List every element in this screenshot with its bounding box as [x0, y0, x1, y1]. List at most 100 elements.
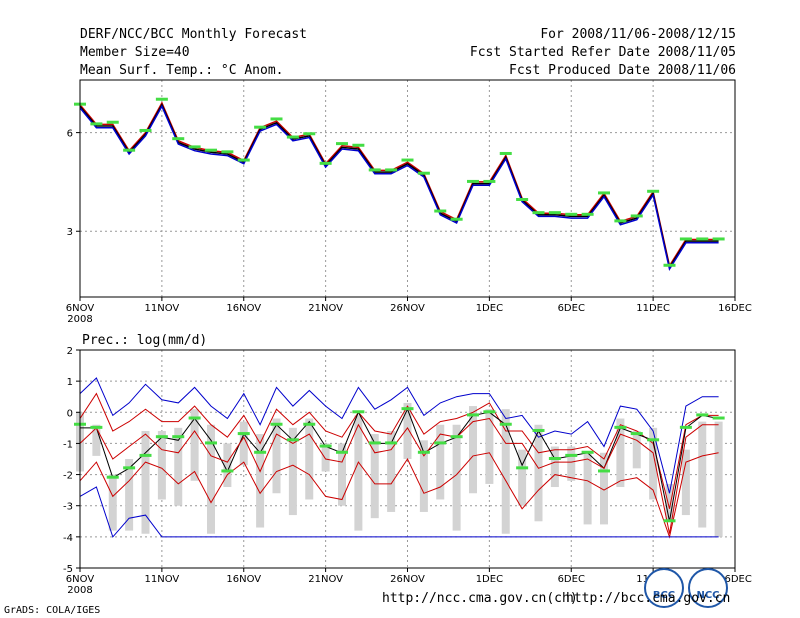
spread-bar — [190, 409, 199, 481]
observation-marker — [123, 466, 136, 470]
observation-marker — [303, 132, 316, 136]
observation-marker — [614, 425, 627, 429]
observation-marker — [352, 410, 365, 414]
grads-credit: GrADS: COLA/IGES — [4, 605, 101, 616]
x-tick-label: 26NOV — [390, 574, 425, 585]
observation-marker — [221, 469, 234, 473]
spread-bar — [714, 421, 723, 537]
spread-bar — [223, 443, 232, 488]
observation-marker — [417, 450, 430, 454]
x-tick-label: 6NOV — [66, 303, 95, 314]
y-tick-label: -4 — [63, 533, 73, 544]
observation-marker — [696, 413, 709, 417]
series-line — [79, 392, 719, 509]
observation-marker — [450, 435, 463, 439]
observation-marker — [385, 168, 398, 172]
observation-marker — [450, 217, 463, 221]
observation-marker — [467, 179, 479, 183]
observation-marker — [221, 150, 234, 154]
spread-bar — [256, 434, 265, 528]
observation-marker — [598, 469, 610, 473]
observation-marker — [532, 211, 545, 215]
observation-marker — [679, 237, 692, 241]
spread-bar — [288, 427, 297, 516]
series-line — [79, 101, 719, 268]
series-line — [79, 452, 719, 539]
observation-marker — [499, 422, 512, 426]
observation-marker — [483, 179, 496, 183]
observation-marker — [237, 158, 250, 162]
observation-marker — [614, 219, 627, 223]
spread-bar — [125, 459, 134, 531]
spread-bar — [419, 440, 428, 512]
observation-marker — [548, 211, 561, 215]
y-tick-label: 1 — [67, 377, 73, 388]
spread-bar — [108, 474, 117, 531]
observation-marker — [401, 158, 414, 162]
spread-bar — [534, 424, 543, 522]
observation-marker — [647, 438, 660, 442]
bcc-url[interactable]: http://bcc.cma.gov.cn — [566, 591, 731, 606]
spread-bar — [174, 427, 183, 506]
observation-marker — [663, 519, 676, 523]
x-tick-label: 1DEC — [476, 574, 503, 585]
x-year-label: 2008 — [67, 314, 92, 325]
observation-marker — [548, 457, 561, 460]
spread-bar — [616, 418, 625, 488]
x-tick-label: 26NOV — [390, 303, 425, 314]
y-tick-label: 3 — [67, 227, 73, 238]
spread-bar — [321, 443, 330, 472]
x-tick-label: 11NOV — [145, 574, 180, 585]
observation-marker — [188, 416, 201, 420]
observation-marker — [270, 117, 283, 121]
variable-label: Mean Surf. Temp.: °C Anom. — [80, 63, 284, 78]
spread-bar — [338, 443, 346, 506]
x-tick-label: 1DEC — [476, 303, 503, 314]
spread-bar — [469, 406, 477, 494]
observation-marker — [205, 148, 217, 152]
spread-bar — [550, 446, 559, 488]
series-line — [79, 103, 719, 270]
observation-marker — [483, 410, 496, 414]
observation-marker — [467, 413, 479, 417]
observation-marker — [155, 435, 168, 439]
x-tick-label: 11DEC — [636, 303, 670, 314]
ncc-logo-icon: NCC — [688, 568, 728, 608]
x-tick-label: 16DEC — [718, 574, 752, 585]
series-line — [79, 417, 719, 534]
spread-bar — [305, 418, 314, 500]
y-tick-label: -5 — [63, 564, 73, 575]
x-tick-label: 6DEC — [558, 574, 585, 585]
x-year-label: 2008 — [67, 585, 92, 596]
x-tick-label: 6DEC — [558, 303, 585, 314]
observation-marker — [630, 432, 643, 436]
observation-marker — [647, 189, 660, 193]
y-tick-label: -2 — [63, 471, 73, 482]
observation-marker — [516, 466, 529, 470]
observation-marker — [368, 168, 381, 172]
bcc-logo-icon: BCC — [644, 568, 684, 608]
x-tick-label: 16DEC — [718, 303, 752, 314]
observation-marker — [336, 450, 348, 454]
observation-marker — [434, 209, 447, 213]
spread-bar — [567, 446, 576, 481]
member-size: Member Size=40 — [80, 45, 190, 60]
observation-marker — [565, 212, 578, 216]
spread-bar — [485, 409, 494, 484]
observation-marker — [303, 422, 316, 426]
ncc-url[interactable]: http://ncc.cma.gov.cn(ch) — [382, 591, 578, 606]
spread-bar — [354, 415, 363, 531]
observation-marker — [532, 428, 545, 432]
series-line — [79, 104, 719, 272]
observation-marker — [139, 128, 152, 132]
observation-marker — [172, 435, 185, 439]
spread-bar — [141, 430, 150, 534]
observation-marker — [401, 407, 414, 411]
observation-marker — [598, 191, 610, 195]
x-tick-label: 16NOV — [226, 303, 261, 314]
observation-marker — [319, 161, 332, 165]
spread-bar — [157, 430, 166, 500]
observation-marker — [106, 475, 119, 479]
observation-marker — [679, 425, 692, 429]
